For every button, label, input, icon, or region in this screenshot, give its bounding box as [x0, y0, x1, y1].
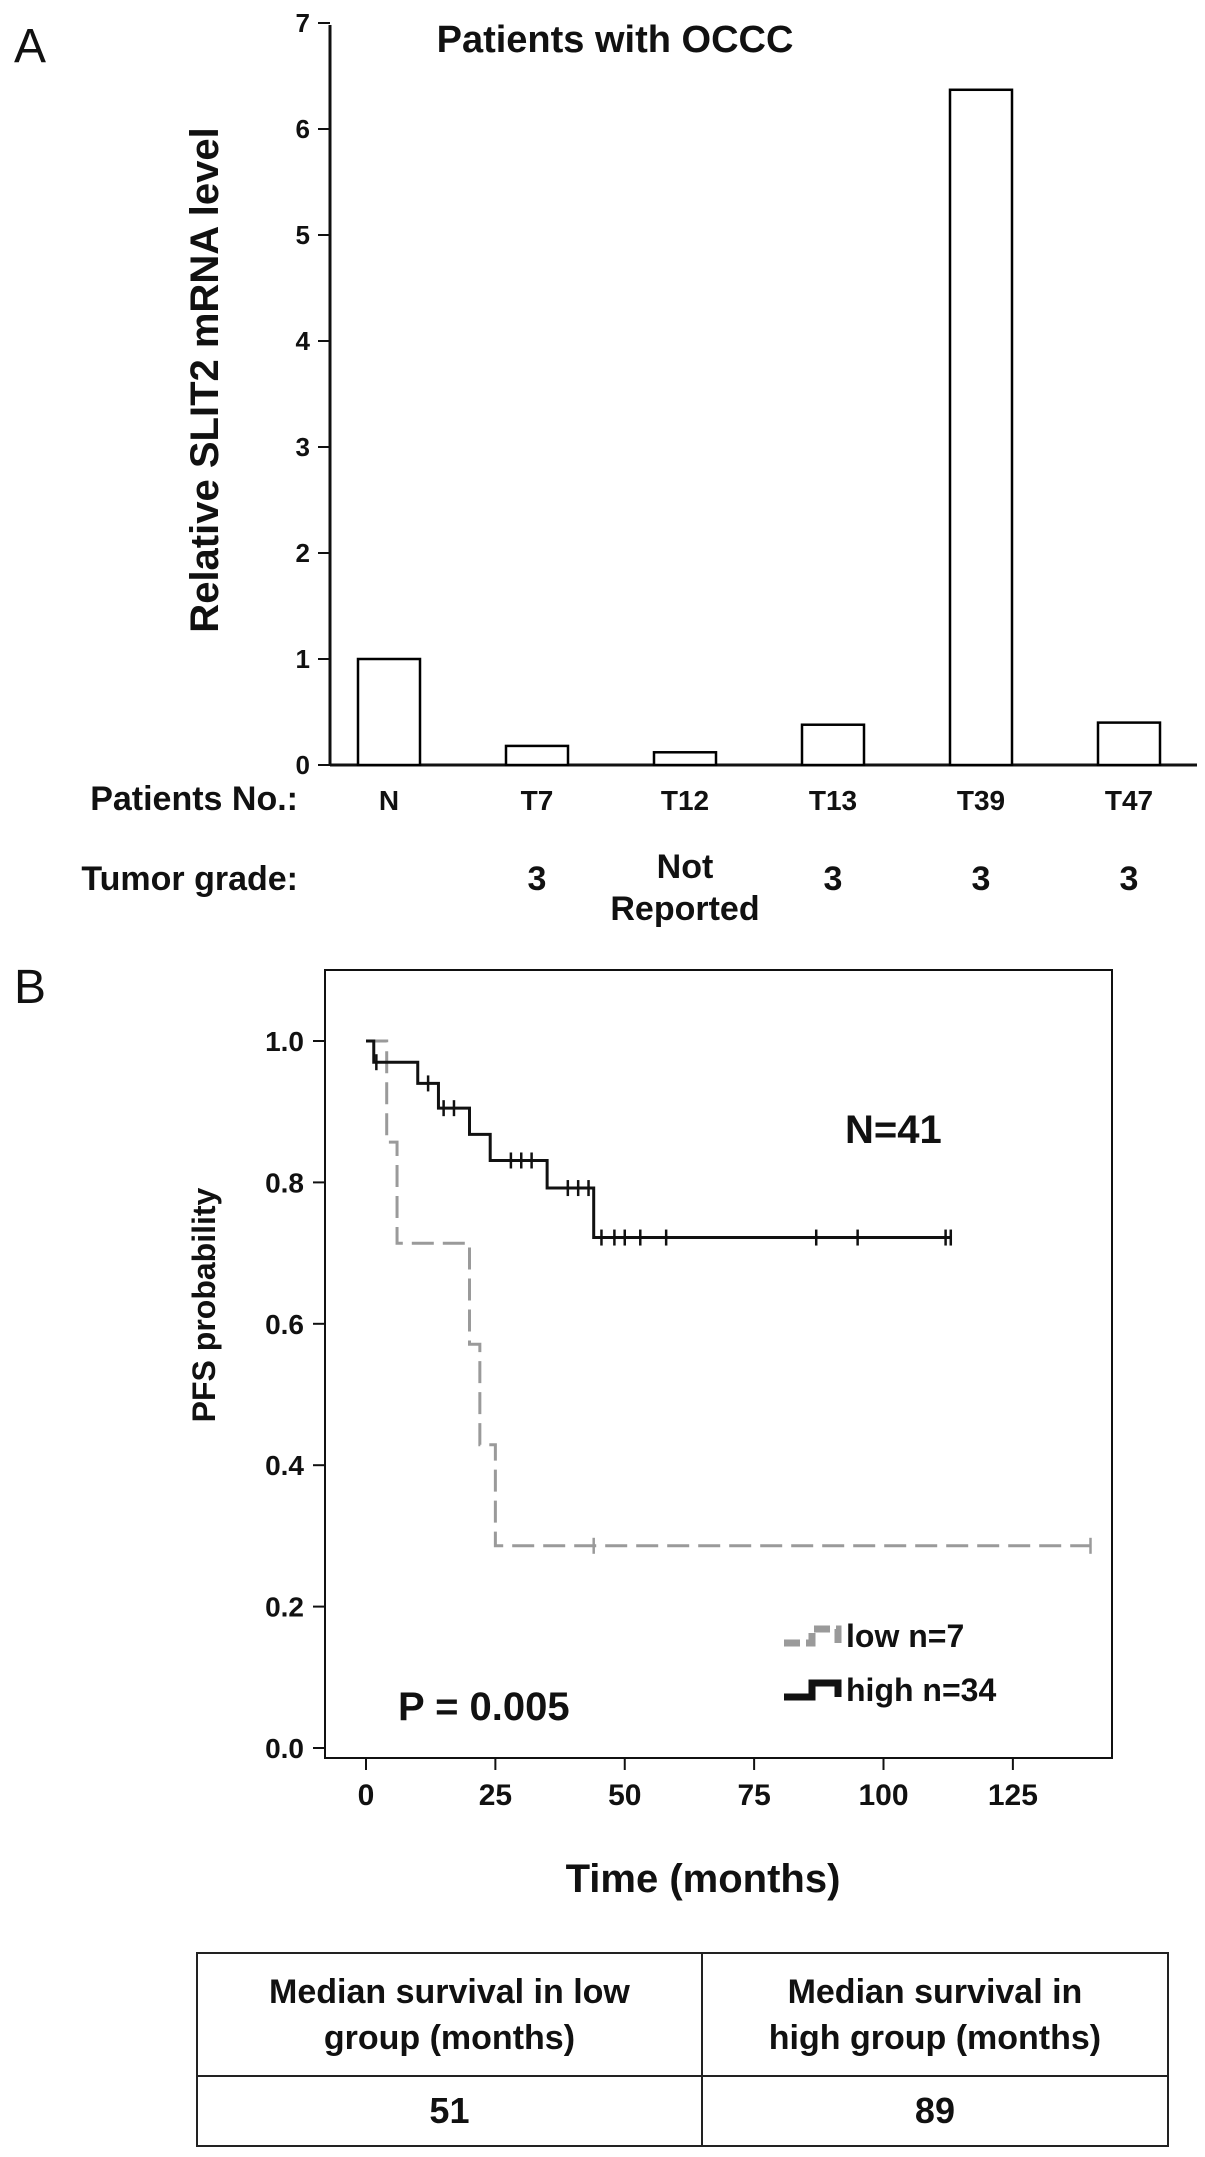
y-tick-label: 1 [296, 644, 310, 674]
y-tick-label: 0.6 [265, 1309, 304, 1340]
x-tick-label: 75 [737, 1779, 770, 1812]
x-tick-label: 0 [358, 1779, 375, 1812]
y-tick-label: 5 [296, 220, 310, 250]
table-row: 51 89 [196, 2075, 1170, 2147]
chart-a-bars [356, 88, 1162, 767]
tumor-grade-value: Not Reported [610, 848, 759, 928]
tumor-grade-value: 3 [1120, 860, 1139, 898]
tumor-grade-value: 3 [824, 860, 843, 898]
x-tick-label: 125 [988, 1779, 1038, 1812]
header-high-text: Median survival in high group (months) [768, 1972, 1102, 2057]
legend-label: low n=7 [846, 1618, 964, 1654]
panel-b-survival-chart: B PFS probability 0.0 0.2 0.4 0.6 0.8 1.0 0 25… [14, 961, 1113, 1901]
median-survival-table: Median survival in low group (months) Me… [196, 1952, 1170, 2147]
chart-a-title: Patients with OCCC [437, 19, 794, 61]
chart-b-x-ticks: 0 25 50 75 100 125 [358, 1758, 1038, 1812]
chart-b-curves [366, 1039, 1092, 1554]
bar-t7 [504, 744, 570, 767]
x-tick-label: T47 [1105, 785, 1153, 816]
legend-swatch-high [784, 1679, 842, 1701]
panel-b-letter: B [14, 961, 46, 1014]
y-tick-label: 0 [296, 750, 310, 780]
x-tick-label: 25 [479, 1779, 512, 1812]
survival-curve-high [366, 1039, 951, 1240]
table-cell-low: 51 [196, 2075, 703, 2147]
x-tick-label: T13 [809, 785, 857, 816]
bar-t39 [948, 88, 1014, 767]
x-tick-label: T39 [957, 785, 1005, 816]
legend-label: high n=34 [846, 1672, 996, 1708]
bar-t13 [800, 723, 866, 767]
panel-a-letter: A [14, 20, 46, 73]
chart-b-legend: low n=7 high n=34 [784, 1618, 996, 1708]
tumor-grade-value: 3 [972, 860, 991, 898]
x-tick-label: N [379, 785, 399, 816]
x-tick-label: T7 [521, 785, 554, 816]
bar-t12 [652, 751, 718, 767]
median-survival-table-wrapper: Median survival in low group (months) Me… [196, 1952, 1170, 2147]
p-value-annotation: P = 0.005 [398, 1685, 570, 1729]
y-tick-label: 6 [296, 114, 310, 144]
patients-row-label: Patients No.: [90, 780, 298, 818]
chart-b-xlabel: Time (months) [566, 1857, 841, 1901]
table-header-high: Median survival in high group (months) [700, 1952, 1170, 2077]
n-total-annotation: N=41 [845, 1108, 942, 1152]
tumor-grade-values: 3 Not Reported 3 3 3 [528, 848, 1139, 928]
header-low-text: Median survival in low group (months) [269, 1972, 630, 2057]
table-cell-high: 89 [700, 2075, 1170, 2147]
legend-swatch-low [784, 1625, 842, 1647]
y-tick-label: 0.4 [265, 1450, 304, 1481]
x-tick-label: 100 [858, 1779, 908, 1812]
chart-b-ylabel: PFS probability [186, 1187, 222, 1422]
chart-b-y-ticks: 0.0 0.2 0.4 0.6 0.8 1.0 [265, 1026, 325, 1764]
y-tick-label: 7 [296, 8, 310, 38]
chart-a-y-ticks: 0 1 2 3 4 5 6 7 [296, 8, 330, 780]
y-tick-label: 0.2 [265, 1592, 304, 1623]
bar-n [356, 657, 422, 767]
y-tick-label: 0.0 [265, 1733, 304, 1764]
x-tick-label: T12 [661, 785, 709, 816]
x-tick-label: 50 [608, 1779, 641, 1812]
y-tick-label: 3 [296, 432, 310, 462]
survival-curve-low [366, 1039, 1091, 1548]
chart-a-x-tick-labels: N T7 T12 T13 T39 T47 [379, 785, 1153, 816]
table-header-row: Median survival in low group (months) Me… [196, 1952, 1170, 2077]
tumor-grade-value: 3 [528, 860, 547, 898]
y-tick-label: 0.8 [265, 1167, 304, 1198]
chart-b-frame [324, 969, 1113, 1759]
table-header-low: Median survival in low group (months) [196, 1952, 703, 2077]
y-tick-label: 4 [296, 326, 311, 356]
y-tick-label: 2 [296, 538, 310, 568]
panel-a-bar-chart: A Patients with OCCC Relative SLIT2 mRNA… [14, 8, 1197, 928]
bar-t47 [1096, 721, 1162, 767]
y-tick-label: 1.0 [265, 1026, 304, 1057]
chart-a-ylabel: Relative SLIT2 mRNA level [183, 127, 227, 632]
tumor-grade-row-label: Tumor grade: [81, 860, 298, 898]
